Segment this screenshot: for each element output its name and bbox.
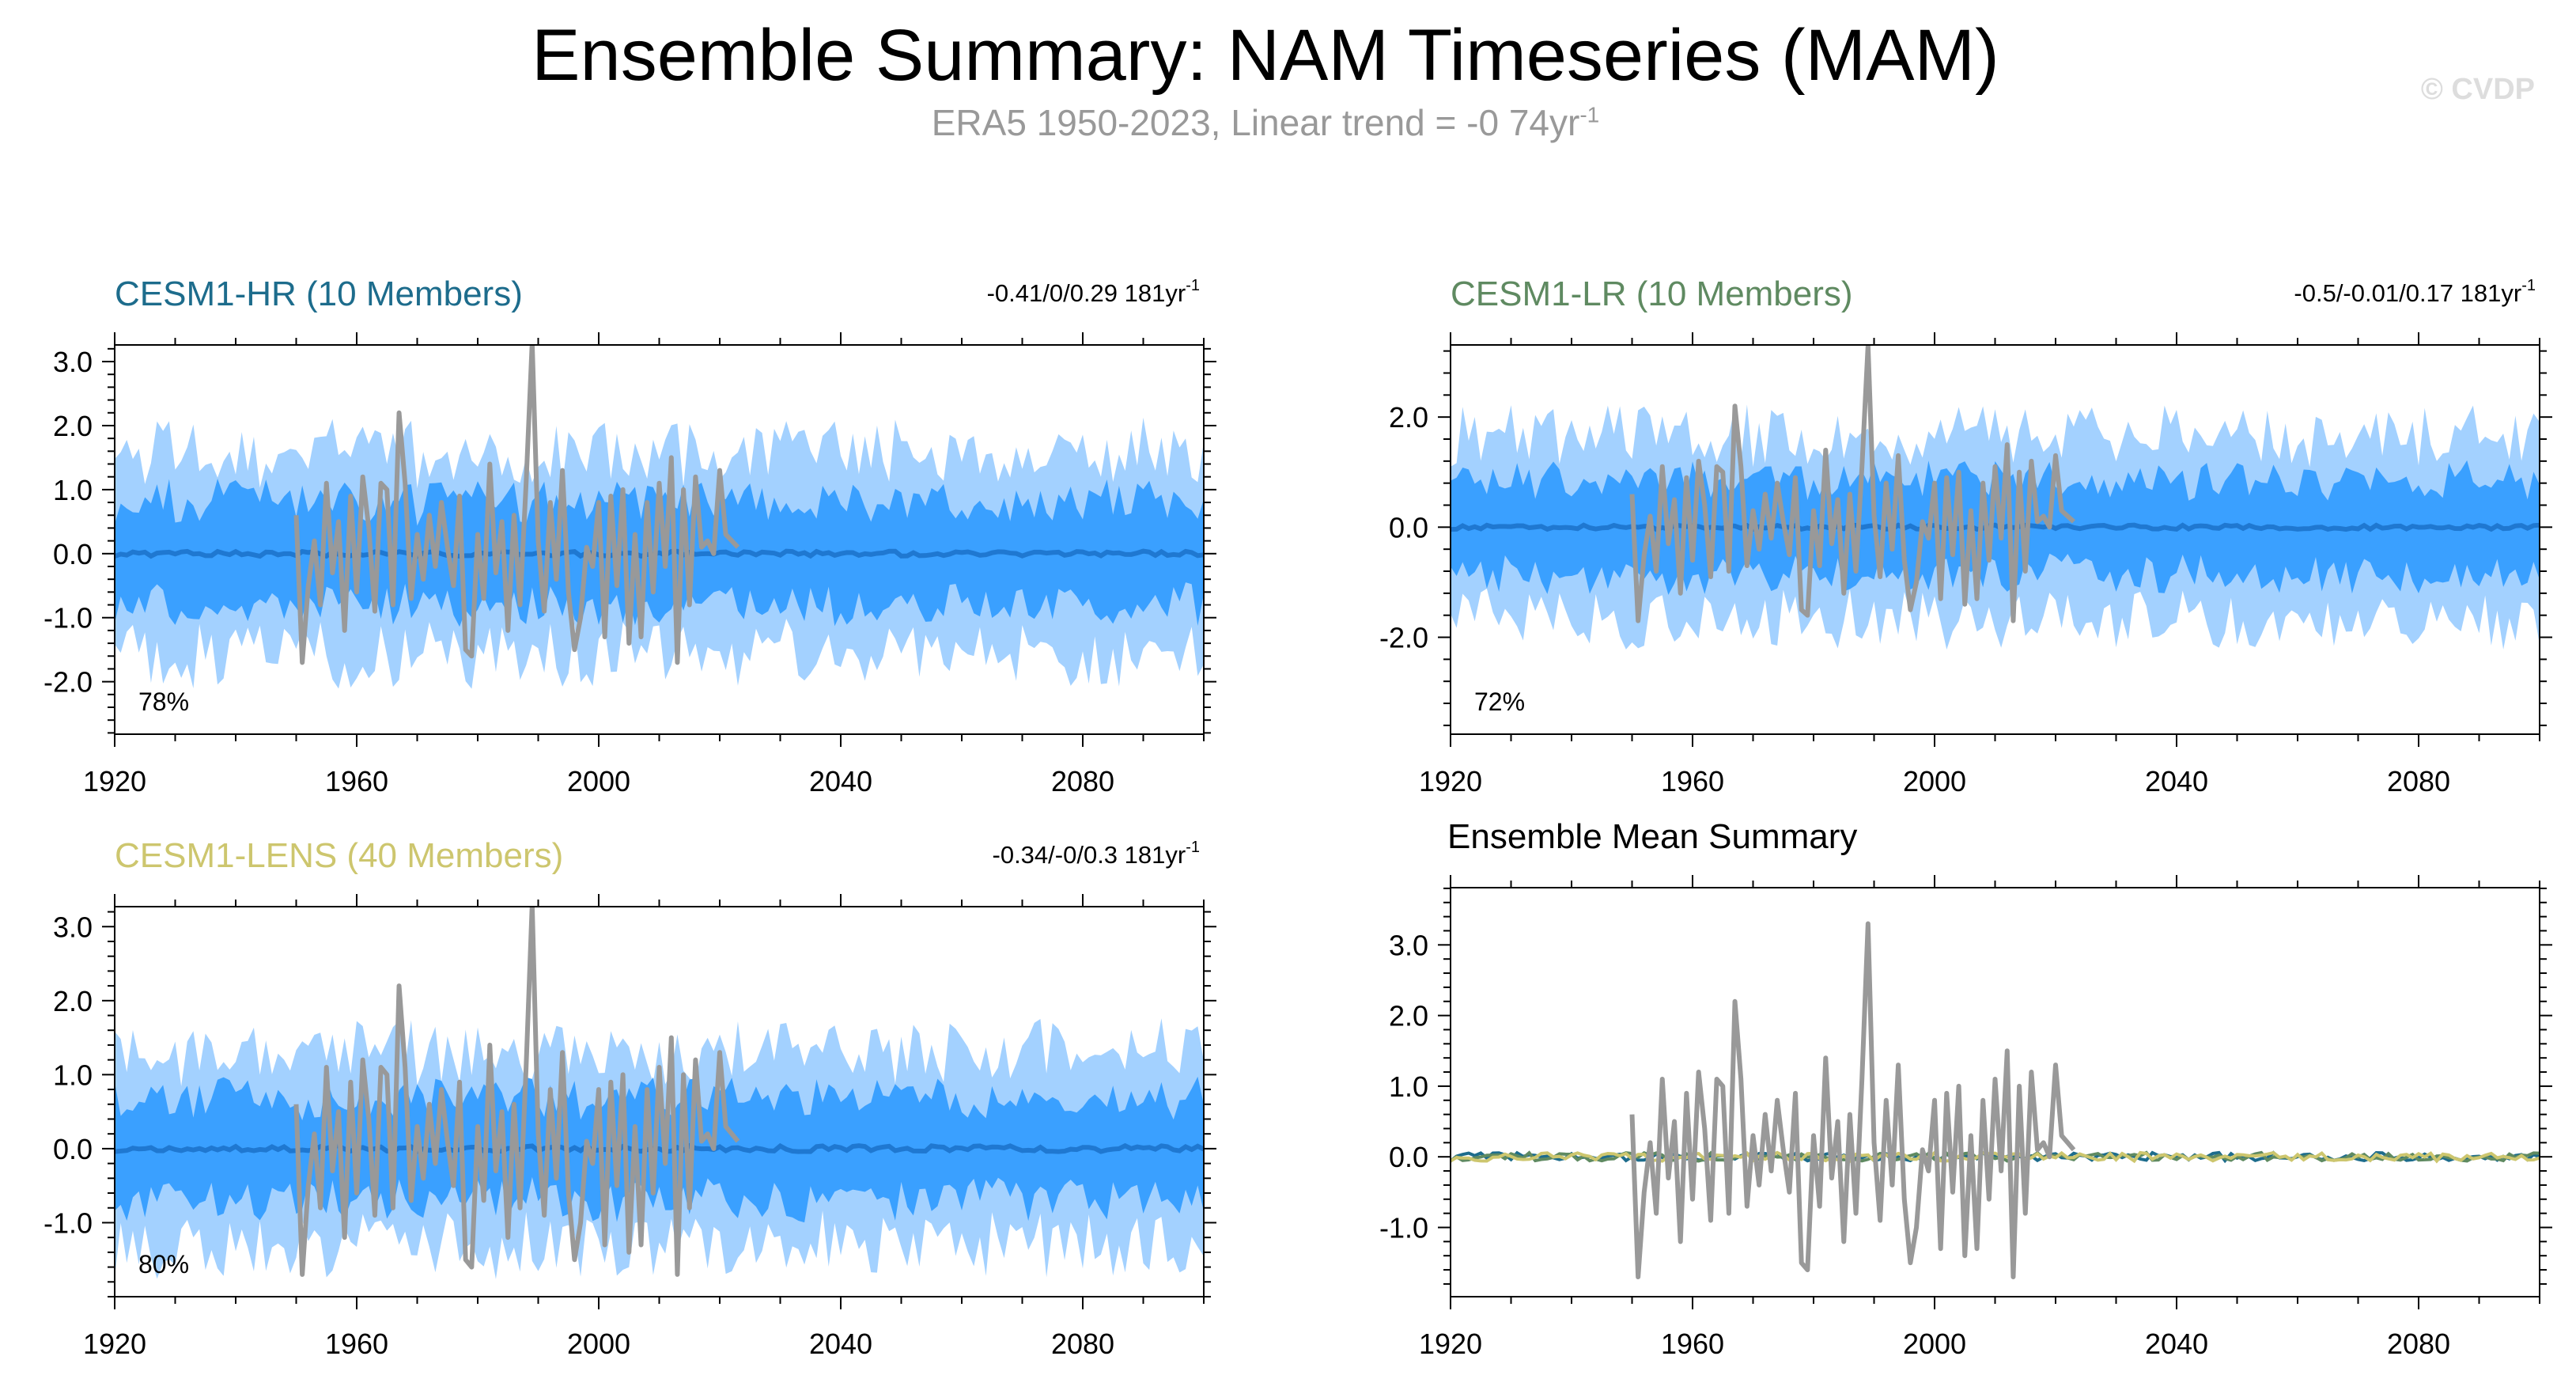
plot-area xyxy=(1451,921,2540,1279)
x-tick-label: 2040 xyxy=(809,1328,872,1360)
y-tick-label: -2.0 xyxy=(44,666,93,699)
y-tick-label: 1.0 xyxy=(53,474,93,506)
x-tick-label: 2080 xyxy=(1051,1328,1114,1360)
subtitle-superscript: -1 xyxy=(1579,102,1600,127)
panel-2: CESM1-LR (10 Members) -0.5/-0.01/0.17 181… xyxy=(1379,275,2552,797)
y-tick-label: 2.0 xyxy=(53,410,93,442)
x-tick-label: 1960 xyxy=(1661,765,1724,797)
subtitle: ERA5 1950-2023, Linear trend = -0 74yr-1 xyxy=(0,101,2531,144)
x-tick-label: 2000 xyxy=(567,765,630,797)
percent-label: 72% xyxy=(1474,688,1525,716)
trend-text: -0.5/-0.01/0.17 181yr xyxy=(2294,279,2521,307)
panel-4: Ensemble Mean Summary 1920 1960 2000 2040 208… xyxy=(1379,817,2552,1360)
trend-superscript: -1 xyxy=(1186,839,1200,856)
y-tick-label: 3.0 xyxy=(53,911,93,943)
era5-observed-line xyxy=(293,907,740,1277)
x-tick-label: 2080 xyxy=(2387,1328,2450,1360)
trend-label: -0.41/0/0.29 181yr-1 xyxy=(987,277,1200,307)
panel-title: CESM1-LENS (40 Members) xyxy=(115,836,563,875)
y-tick-label: 2.0 xyxy=(1389,401,1428,434)
x-tick-label: 1920 xyxy=(1419,1328,1482,1360)
x-tick-label: 2000 xyxy=(1903,1328,1966,1360)
x-tick-label: 2080 xyxy=(1051,765,1114,797)
x-tick-label: 2080 xyxy=(2387,765,2450,797)
plot-area xyxy=(115,907,1204,1279)
trend-text: -0.41/0/0.29 181yr xyxy=(987,279,1186,307)
y-tick-label: 0.0 xyxy=(53,1133,93,1165)
x-tick-label: 1960 xyxy=(325,765,388,797)
trend-superscript: -1 xyxy=(1186,277,1200,294)
plot-area xyxy=(115,345,1204,689)
watermark: © CVDP xyxy=(2420,73,2535,106)
y-tick-label: -1.0 xyxy=(1379,1211,1428,1244)
main-title: Ensemble Summary: NAM Timeseries (MAM) xyxy=(531,15,1999,96)
y-tick-label: 0.0 xyxy=(53,538,93,570)
panel-3: CESM1-LENS (40 Members) -0.34/-0/0.3 181y… xyxy=(44,836,1216,1360)
y-tick-label: 3.0 xyxy=(1389,929,1428,961)
y-tick-label: 2.0 xyxy=(53,985,93,1017)
percent-label: 78% xyxy=(138,688,189,716)
panel-title: Ensemble Mean Summary xyxy=(1447,817,1857,856)
y-tick-label: 0.0 xyxy=(1389,1141,1428,1173)
panel-1: CESM1-HR (10 Members) -0.41/0/0.29 181yr-… xyxy=(44,275,1216,797)
y-tick-label: 1.0 xyxy=(1389,1070,1428,1103)
y-tick-label: 2.0 xyxy=(1389,1000,1428,1032)
x-tick-label: 2040 xyxy=(2145,765,2208,797)
plot-area xyxy=(1451,345,2540,650)
era5-observed-line xyxy=(1629,345,2075,623)
x-tick-label: 2040 xyxy=(809,765,872,797)
era5-observed-line xyxy=(1629,921,2076,1279)
trend-text: -0.34/-0/0.3 181yr xyxy=(993,841,1186,869)
trend-label: -0.34/-0/0.3 181yr-1 xyxy=(993,839,1201,869)
era5-observed-line xyxy=(293,345,740,665)
trend-label: -0.5/-0.01/0.17 181yr-1 xyxy=(2294,277,2536,307)
subtitle-text: ERA5 1950-2023, Linear trend = -0 74yr xyxy=(931,102,1580,143)
x-tick-label: 2000 xyxy=(1903,765,1966,797)
x-tick-label: 2040 xyxy=(2145,1328,2208,1360)
panel-title: CESM1-HR (10 Members) xyxy=(115,275,523,313)
percent-label: 80% xyxy=(138,1250,189,1278)
x-tick-label: 2000 xyxy=(567,1328,630,1360)
x-tick-label: 1920 xyxy=(83,1328,146,1360)
y-tick-label: 1.0 xyxy=(53,1059,93,1091)
y-tick-label: -1.0 xyxy=(44,602,93,634)
y-tick-label: -2.0 xyxy=(1379,622,1428,654)
y-tick-label: 0.0 xyxy=(1389,511,1428,544)
y-tick-label: -1.0 xyxy=(44,1206,93,1239)
x-tick-label: 1920 xyxy=(1419,765,1482,797)
trend-superscript: -1 xyxy=(2521,277,2536,294)
x-tick-label: 1960 xyxy=(325,1328,388,1360)
y-tick-label: 3.0 xyxy=(53,346,93,378)
x-tick-label: 1920 xyxy=(83,765,146,797)
x-tick-label: 1960 xyxy=(1661,1328,1724,1360)
panel-title: CESM1-LR (10 Members) xyxy=(1451,275,1853,313)
